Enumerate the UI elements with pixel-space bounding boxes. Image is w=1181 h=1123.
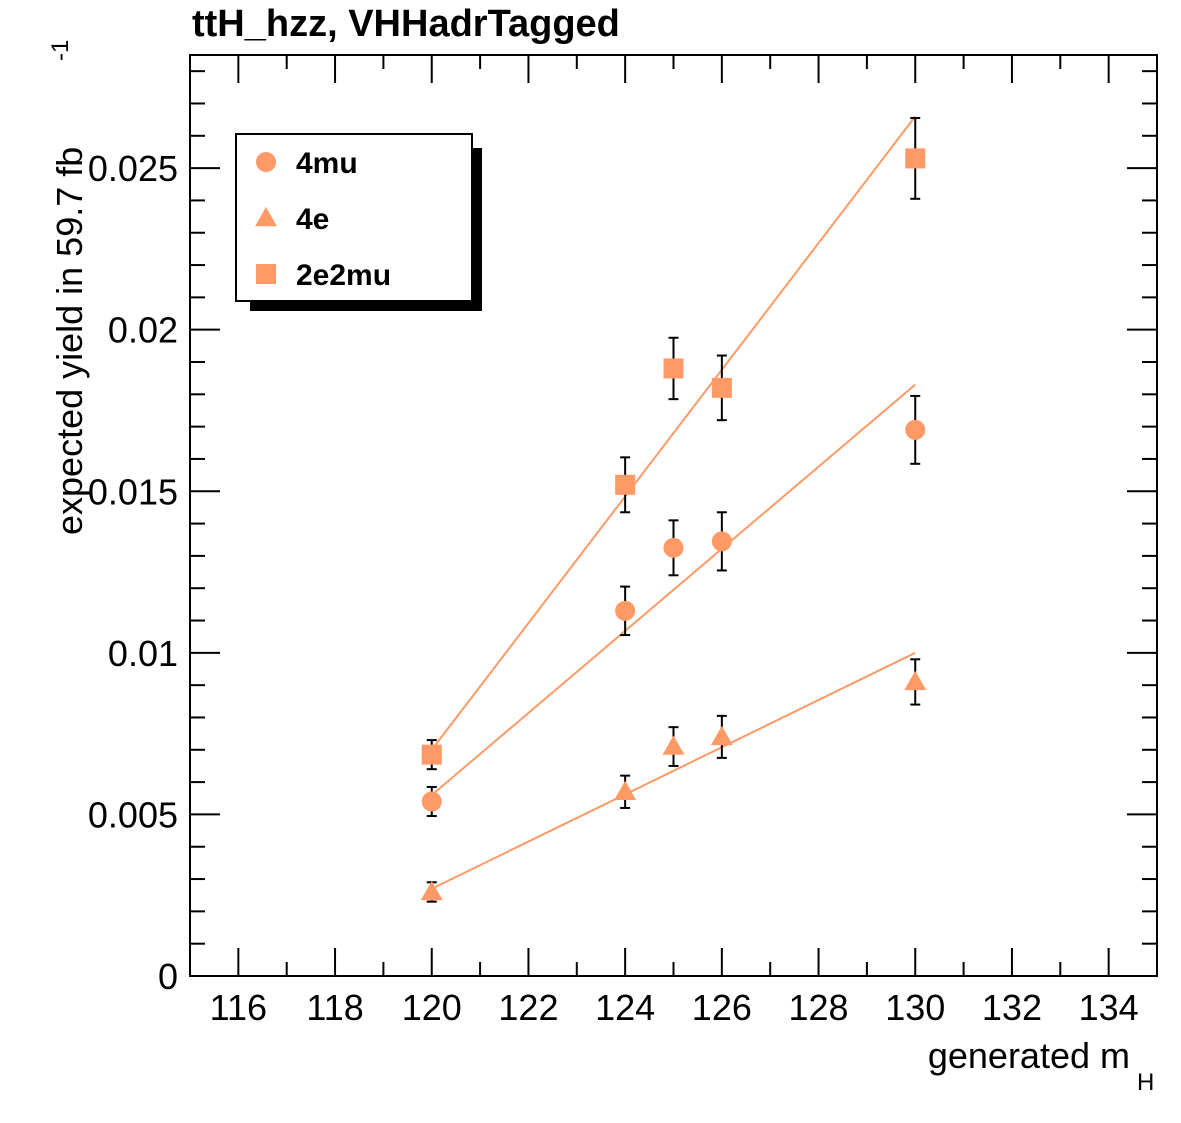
legend-marker-2e2mu bbox=[256, 264, 276, 284]
data-point-4e bbox=[710, 725, 733, 746]
x-tick-label: 120 bbox=[402, 987, 462, 1028]
y-axis-title: expected yield in 59.7 fb bbox=[49, 147, 90, 535]
fit-line-4e bbox=[431, 651, 916, 890]
x-tick-label: 132 bbox=[982, 987, 1042, 1028]
data-point-4e bbox=[420, 880, 443, 901]
data-point-4e bbox=[662, 735, 685, 755]
y-tick-label: 0.01 bbox=[108, 633, 178, 674]
x-tick-label: 116 bbox=[210, 987, 267, 1028]
x-tick-label: 122 bbox=[498, 987, 558, 1028]
y-tick-label: 0 bbox=[158, 956, 178, 997]
plot-area: 116 118 120 122 124 126 128 130 132 134 0 0.005 0.0… bbox=[88, 54, 1158, 1028]
data-point-2e2mu bbox=[421, 744, 442, 765]
legend-label-4mu: 4mu bbox=[296, 147, 358, 180]
legend-label-2e2mu: 2e2mu bbox=[296, 259, 391, 292]
x-axis-title-subscript: H bbox=[1137, 1069, 1154, 1096]
x-tick-label: 126 bbox=[692, 987, 752, 1028]
x-axis-title: generated m bbox=[928, 1035, 1130, 1076]
y-tick-labels: 0 0.005 0.01 0.015 0.02 0.025 bbox=[88, 148, 178, 997]
data-point-4mu bbox=[421, 791, 442, 812]
data-point-4e bbox=[904, 670, 927, 691]
data-point-4mu bbox=[615, 600, 636, 621]
error-bars bbox=[426, 117, 921, 903]
data-point-2e2mu bbox=[663, 358, 684, 379]
axis-ticks bbox=[189, 55, 1158, 977]
x-tick-label: 124 bbox=[595, 987, 655, 1028]
data-points bbox=[420, 148, 927, 901]
y-tick-label: 0.005 bbox=[88, 794, 178, 835]
x-tick-labels: 116 118 120 122 124 126 128 130 132 134 bbox=[210, 987, 1139, 1028]
x-tick-label: 130 bbox=[885, 987, 945, 1028]
x-tick-label: 128 bbox=[789, 987, 849, 1028]
fit-lines bbox=[430, 115, 917, 890]
y-tick-label: 0.02 bbox=[108, 310, 178, 351]
fit-line-2e2mu bbox=[430, 115, 917, 751]
y-tick-label: 0.025 bbox=[88, 148, 178, 189]
data-point-2e2mu bbox=[615, 474, 636, 495]
y-axis-title-superscript: -1 bbox=[47, 40, 74, 61]
x-tick-label: 118 bbox=[306, 987, 363, 1028]
data-point-4e bbox=[614, 780, 637, 801]
data-point-2e2mu bbox=[711, 377, 732, 398]
fit-line-4mu bbox=[431, 383, 916, 796]
y-tick-label: 0.015 bbox=[88, 471, 178, 512]
data-point-2e2mu bbox=[905, 148, 926, 169]
legend-marker-4e bbox=[255, 207, 277, 227]
legend-label-4e: 4e bbox=[296, 203, 329, 236]
y-axis-title-group: expected yield in 59.7 fb -1 bbox=[47, 40, 90, 535]
data-point-4mu bbox=[905, 419, 926, 440]
chart-title: ttH_hzz, VHHadrTagged bbox=[192, 3, 620, 45]
data-point-4mu bbox=[663, 537, 684, 558]
legend: 4mu 4e 2e2mu bbox=[235, 133, 482, 311]
legend-marker-4mu bbox=[256, 152, 276, 172]
data-point-4mu bbox=[711, 531, 732, 552]
x-tick-label: 134 bbox=[1079, 987, 1139, 1028]
